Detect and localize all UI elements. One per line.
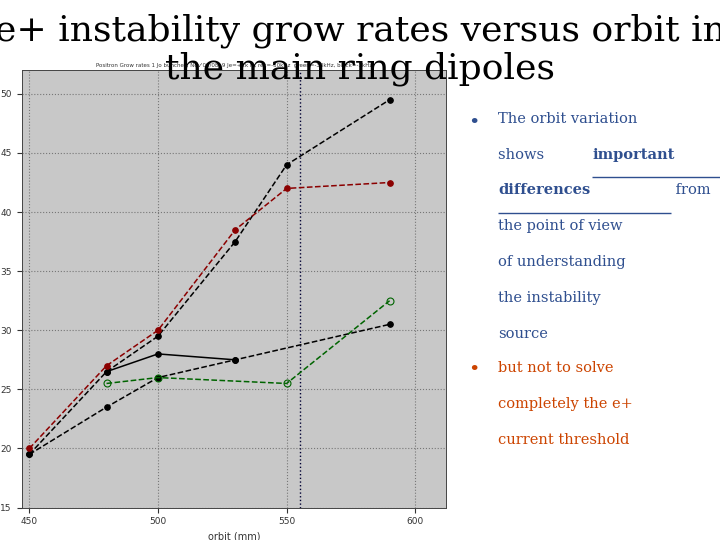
Text: source: source bbox=[498, 327, 548, 341]
Text: the instability: the instability bbox=[498, 291, 600, 305]
Text: shows: shows bbox=[498, 147, 549, 161]
Text: of understanding: of understanding bbox=[498, 255, 626, 269]
Text: e+ instability grow rates versus orbit in: e+ instability grow rates versus orbit i… bbox=[0, 14, 720, 48]
X-axis label: orbit (mm): orbit (mm) bbox=[207, 532, 260, 540]
Title: Positron Grow rates 1 Jo bunches, Nov'00/08  9 Je=+2k Iz, rec=-30kHz  green=-30k: Positron Grow rates 1 Jo bunches, Nov'00… bbox=[96, 63, 372, 69]
Text: but not to solve: but not to solve bbox=[498, 361, 613, 375]
Text: the point of view: the point of view bbox=[498, 219, 623, 233]
Text: •: • bbox=[468, 361, 480, 379]
Text: from: from bbox=[671, 184, 711, 198]
Text: the main ring dipoles: the main ring dipoles bbox=[165, 51, 555, 86]
Text: The orbit variation: The orbit variation bbox=[498, 112, 637, 126]
Text: important: important bbox=[593, 147, 675, 161]
Text: current threshold: current threshold bbox=[498, 433, 629, 447]
Text: completely the e+: completely the e+ bbox=[498, 397, 633, 411]
Text: differences: differences bbox=[498, 184, 590, 198]
Text: •: • bbox=[468, 114, 480, 132]
